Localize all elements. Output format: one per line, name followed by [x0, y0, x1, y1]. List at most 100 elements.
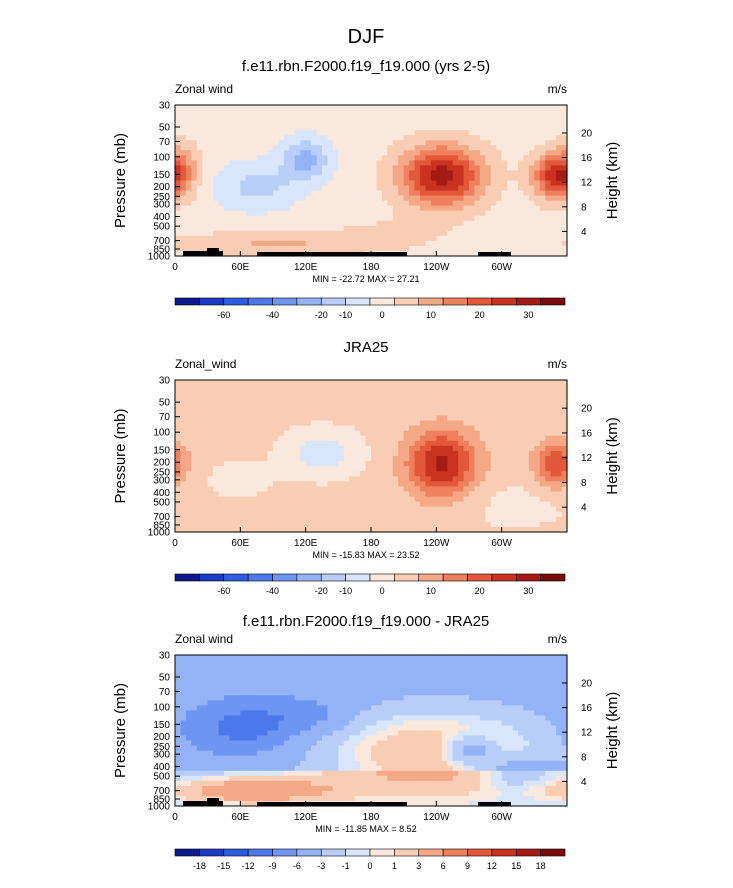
heatmap-cell: [191, 185, 198, 192]
heatmap-cell: [278, 476, 285, 482]
heatmap-cell: [518, 491, 525, 498]
heatmap-cell: [229, 501, 236, 508]
heatmap-cell: [539, 220, 546, 227]
heatmap-cell: [365, 210, 372, 217]
heatmap-cell: [354, 215, 361, 222]
heatmap-cell: [175, 165, 182, 172]
heatmap-cell: [436, 400, 443, 406]
heatmap-cell: [229, 110, 236, 116]
heatmap-cell: [447, 390, 454, 396]
heatmap-cell: [441, 120, 448, 126]
heatmap-cell: [474, 655, 481, 661]
heatmap-cell: [501, 395, 508, 401]
heatmap-cell: [234, 660, 241, 666]
heatmap-cell: [311, 516, 318, 523]
heatmap-cell: [485, 466, 492, 472]
heatmap-cell: [273, 420, 280, 427]
heatmap-cell: [539, 670, 546, 676]
heatmap-cell: [550, 215, 557, 222]
heatmap-cell: [245, 660, 252, 666]
heatmap-cell: [343, 461, 350, 467]
heatmap-cell: [354, 420, 361, 427]
heatmap-cell: [403, 511, 410, 518]
heatmap-cell: [474, 665, 481, 671]
heatmap-cell: [202, 190, 209, 197]
heatmap-cell: [398, 145, 405, 151]
heatmap-cell: [403, 415, 410, 422]
heatmap-cell: [430, 425, 437, 432]
heatmap-cell: [305, 220, 312, 227]
heatmap-cell: [213, 175, 220, 182]
heatmap-cell: [305, 461, 312, 467]
heatmap-cell: [561, 200, 568, 207]
heatmap-cell: [463, 680, 470, 686]
heatmap-cell: [441, 425, 448, 432]
heatmap-cell: [447, 150, 454, 156]
heatmap-cell: [392, 210, 399, 217]
heatmap-cell: [479, 185, 486, 192]
heatmap-cell: [430, 440, 437, 447]
heatmap-cell: [365, 390, 372, 396]
heatmap-cell: [376, 511, 383, 518]
heatmap-cell: [207, 190, 214, 197]
heatmap-cell: [300, 165, 307, 172]
heatmap-cell: [452, 481, 459, 487]
heatmap-cell: [539, 210, 546, 217]
heatmap-cell: [392, 215, 399, 222]
heatmap-cell: [507, 675, 514, 681]
heatmap-cell: [234, 150, 241, 156]
heatmap-cell: [213, 665, 220, 671]
heatmap-cell: [185, 245, 192, 252]
heatmap-cell: [485, 450, 492, 457]
heatmap-cell: [196, 130, 203, 136]
heatmap-cell: [556, 235, 563, 242]
colorbar-swatch: [174, 297, 200, 306]
heatmap-cell: [490, 435, 497, 442]
heatmap-cell: [392, 665, 399, 671]
heatmap-cell: [447, 175, 454, 182]
heatmap-cell: [360, 670, 367, 676]
heatmap-cell: [185, 685, 192, 691]
heatmap-cell: [436, 235, 443, 242]
heatmap-cell: [479, 445, 486, 452]
heatmap-cell: [469, 120, 476, 126]
heatmap-cell: [289, 390, 296, 396]
heatmap-cell: [267, 200, 274, 207]
heatmap-cell: [523, 250, 530, 257]
heatmap-cell: [507, 200, 514, 207]
heatmap-cell: [218, 675, 225, 681]
heatmap-cell: [452, 516, 459, 523]
heatmap-cell: [392, 175, 399, 182]
heatmap-cell: [229, 491, 236, 498]
heatmap-cell: [458, 110, 465, 116]
heatmap-cell: [354, 385, 361, 391]
heatmap-cell: [251, 680, 258, 686]
heatmap-cell: [267, 430, 274, 437]
heatmap-cell: [507, 385, 514, 391]
colorbar-swatch: [515, 573, 541, 582]
heatmap-cell: [507, 471, 514, 477]
heatmap-cell: [311, 496, 318, 503]
heatmap-cell: [420, 380, 427, 386]
heatmap-cell: [512, 430, 519, 437]
heatmap-cell: [202, 680, 209, 686]
heatmap-cell: [224, 130, 231, 136]
heatmap-cell: [202, 170, 209, 177]
heatmap-cell: [322, 445, 329, 452]
heatmap-cell: [300, 390, 307, 396]
heatmap-cell: [327, 245, 334, 252]
heatmap-cell: [316, 685, 323, 691]
heatmap-cell: [392, 491, 399, 498]
heatmap-cell: [490, 390, 497, 396]
heatmap-cell: [458, 405, 465, 411]
heatmap-cell: [556, 185, 563, 192]
heatmap-cell: [251, 461, 258, 467]
heatmap-cell: [425, 110, 432, 116]
heatmap-cell: [545, 526, 552, 533]
heatmap-cell: [273, 526, 280, 533]
heatmap-cell: [561, 235, 568, 242]
heatmap-cell: [267, 160, 274, 166]
heatmap-cell: [425, 655, 432, 661]
heatmap-cell: [392, 165, 399, 172]
heatmap-cell: [283, 670, 290, 676]
